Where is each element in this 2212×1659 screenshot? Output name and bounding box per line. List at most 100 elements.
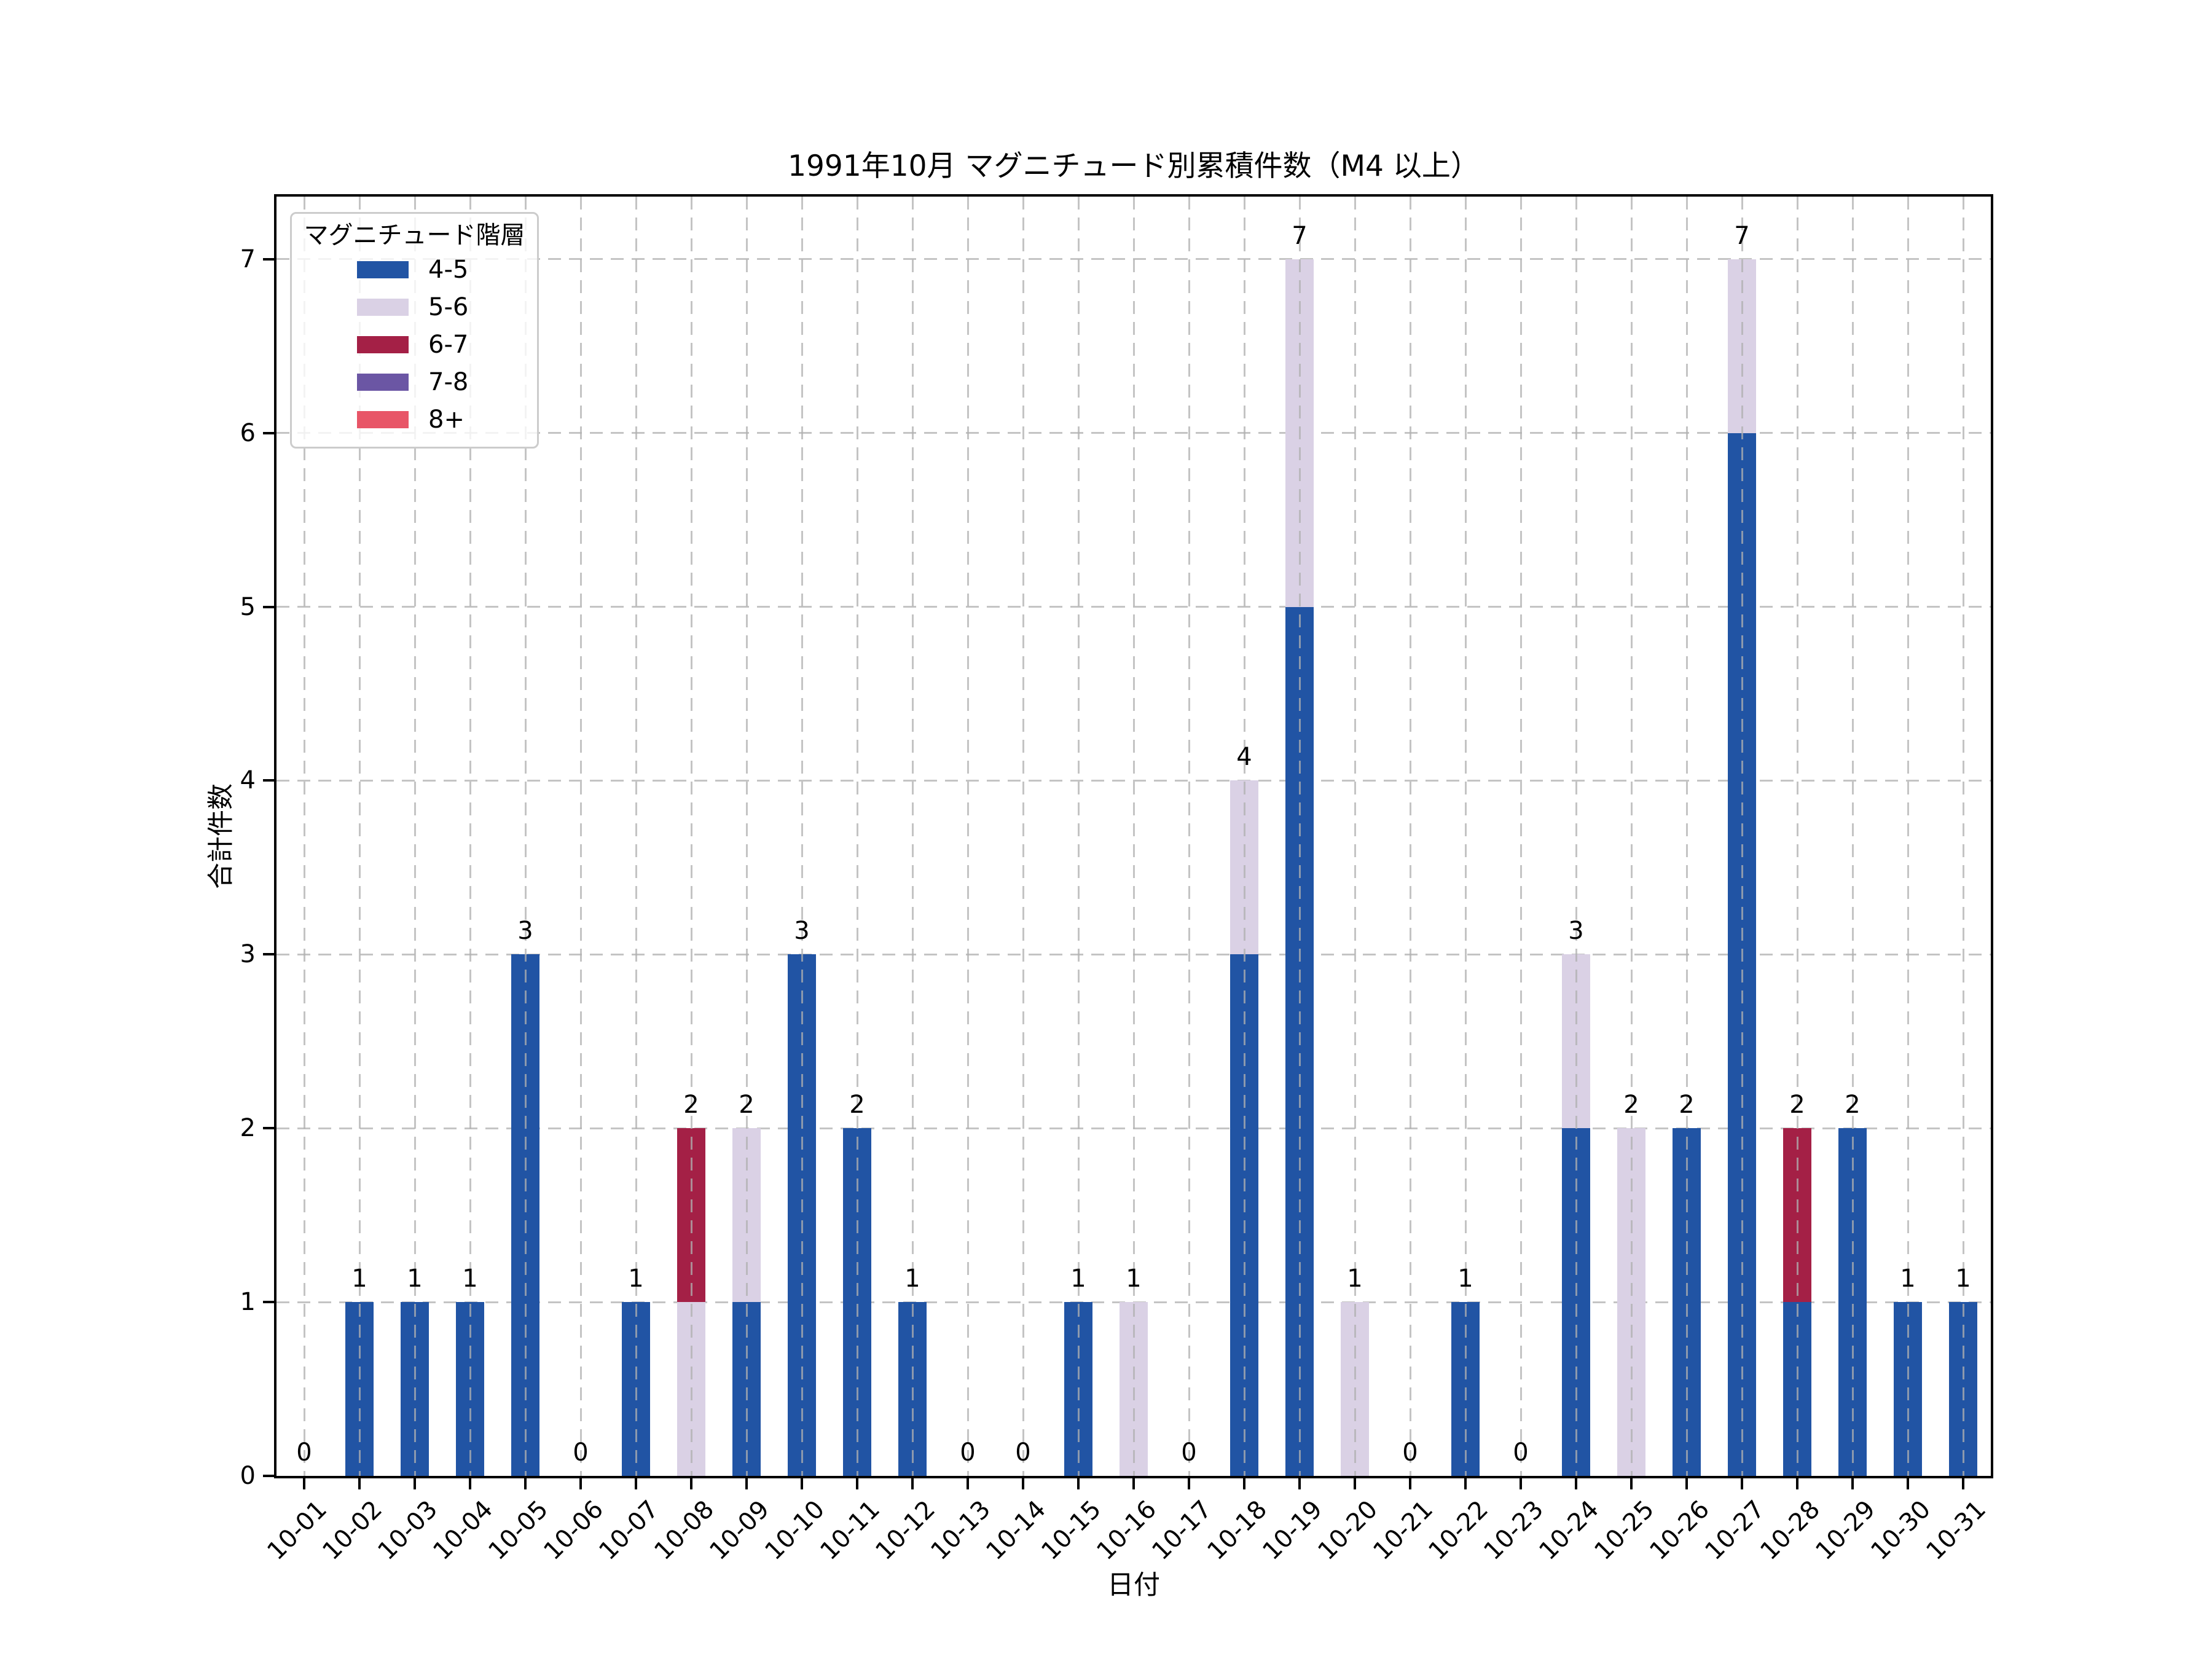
- x-tick: [1630, 1478, 1633, 1489]
- y-tick: [263, 1301, 274, 1304]
- legend-rows: 4-5 5-6 6-7 7-8 8+: [300, 251, 528, 438]
- x-tick-label: 10-20: [1312, 1495, 1383, 1566]
- y-tick-label: 6: [240, 418, 256, 447]
- v-gridline: [1354, 197, 1356, 1476]
- x-tick: [1298, 1478, 1301, 1489]
- x-axis-label: 日付: [1107, 1570, 1160, 1601]
- v-gridline: [967, 197, 969, 1476]
- legend: マグニチュード階層 4-5 5-6 6-7 7-8 8+: [290, 212, 539, 449]
- x-tick-label: 10-13: [925, 1495, 996, 1566]
- v-gridline: [1630, 197, 1633, 1476]
- x-tick: [1575, 1478, 1577, 1489]
- x-tick-label: 10-09: [704, 1495, 775, 1566]
- x-tick: [1796, 1478, 1798, 1489]
- x-tick: [469, 1478, 471, 1489]
- x-tick-label: 10-26: [1644, 1495, 1715, 1566]
- x-tick: [801, 1478, 803, 1489]
- x-tick-label: 10-18: [1202, 1495, 1273, 1566]
- x-tick-label: 10-29: [1810, 1495, 1881, 1566]
- v-gridline: [1907, 197, 1909, 1476]
- bar-value-label: 2: [1845, 1091, 1861, 1120]
- x-tick: [1243, 1478, 1245, 1489]
- x-tick-label: 10-22: [1423, 1495, 1494, 1566]
- x-tick: [1464, 1478, 1467, 1489]
- v-gridline: [1298, 197, 1301, 1476]
- v-gridline: [1851, 197, 1854, 1476]
- bar-value-label: 1: [1955, 1265, 1971, 1293]
- bar-value-label: 1: [904, 1265, 920, 1293]
- bar-value-label: 2: [849, 1091, 865, 1120]
- y-tick: [263, 1475, 274, 1477]
- x-tick-label: 10-24: [1534, 1495, 1604, 1566]
- v-gridline: [635, 197, 637, 1476]
- y-tick-label: 2: [240, 1114, 256, 1143]
- v-gridline: [1962, 197, 1964, 1476]
- v-gridline: [1077, 197, 1080, 1476]
- v-gridline: [1520, 197, 1522, 1476]
- x-tick: [911, 1478, 914, 1489]
- v-gridline: [579, 197, 582, 1476]
- x-tick: [690, 1478, 692, 1489]
- y-tick-label: 4: [240, 766, 256, 795]
- v-gridline: [745, 197, 748, 1476]
- x-tick: [967, 1478, 969, 1489]
- bar-value-label: 0: [1513, 1438, 1529, 1467]
- legend-item-6-7: 6-7: [357, 326, 528, 363]
- bar-value-label: 1: [351, 1265, 367, 1293]
- bar-value-label: 0: [296, 1438, 312, 1467]
- y-tick-label: 5: [240, 592, 256, 621]
- y-tick: [263, 1127, 274, 1130]
- v-gridline: [1243, 197, 1245, 1476]
- legend-item-8+: 8+: [357, 401, 528, 438]
- y-tick: [263, 605, 274, 608]
- x-tick-label: 10-06: [538, 1495, 609, 1566]
- legend-item-4-5: 4-5: [357, 251, 528, 288]
- legend-item-label: 4-5: [428, 255, 469, 284]
- v-gridline: [1796, 197, 1798, 1476]
- x-tick: [1077, 1478, 1080, 1489]
- bar-value-label: 2: [1789, 1091, 1805, 1120]
- v-gridline: [801, 197, 803, 1476]
- bar-value-label: 0: [1181, 1438, 1197, 1467]
- v-gridline: [303, 197, 305, 1476]
- v-gridline: [414, 197, 416, 1476]
- v-gridline: [1022, 197, 1024, 1476]
- bar-value-label: 0: [960, 1438, 976, 1467]
- legend-item-label: 5-6: [428, 292, 469, 321]
- x-tick-label: 10-25: [1589, 1495, 1660, 1566]
- x-tick: [1685, 1478, 1688, 1489]
- x-tick-label: 10-16: [1091, 1495, 1162, 1566]
- x-tick-label: 10-03: [372, 1495, 443, 1566]
- bar-value-label: 1: [462, 1265, 478, 1293]
- x-tick: [414, 1478, 416, 1489]
- y-tick-label: 0: [240, 1462, 256, 1490]
- x-tick-label: 10-30: [1865, 1495, 1936, 1566]
- v-gridline: [358, 197, 361, 1476]
- legend-item-7-8: 7-8: [357, 363, 528, 401]
- y-axis-label: 合計件数: [206, 783, 237, 889]
- x-tick-label: 10-05: [483, 1495, 554, 1566]
- bar-value-label: 1: [1126, 1265, 1142, 1293]
- bar-value-label: 1: [1347, 1265, 1363, 1293]
- x-tick: [635, 1478, 637, 1489]
- bar-value-label: 2: [739, 1091, 755, 1120]
- x-tick: [1022, 1478, 1024, 1489]
- bar-value-label: 1: [628, 1265, 644, 1293]
- bar-value-label: 2: [1623, 1091, 1639, 1120]
- v-gridline: [1464, 197, 1467, 1476]
- x-tick: [358, 1478, 361, 1489]
- x-tick-label: 10-15: [1036, 1495, 1107, 1566]
- x-tick-label: 10-17: [1147, 1495, 1217, 1566]
- x-tick: [1907, 1478, 1909, 1489]
- x-tick: [1741, 1478, 1743, 1489]
- x-tick-label: 10-01: [262, 1495, 332, 1566]
- y-tick-label: 7: [240, 245, 256, 273]
- x-tick-label: 10-23: [1478, 1495, 1549, 1566]
- x-tick: [579, 1478, 582, 1489]
- legend-item-label: 6-7: [428, 330, 469, 359]
- bar-value-label: 7: [1734, 221, 1750, 250]
- y-tick-label: 1: [240, 1288, 256, 1317]
- chart-title: 1991年10月 マグニチュード別累積件数（M4 以上）: [788, 149, 1480, 183]
- bar-value-label: 2: [683, 1091, 699, 1120]
